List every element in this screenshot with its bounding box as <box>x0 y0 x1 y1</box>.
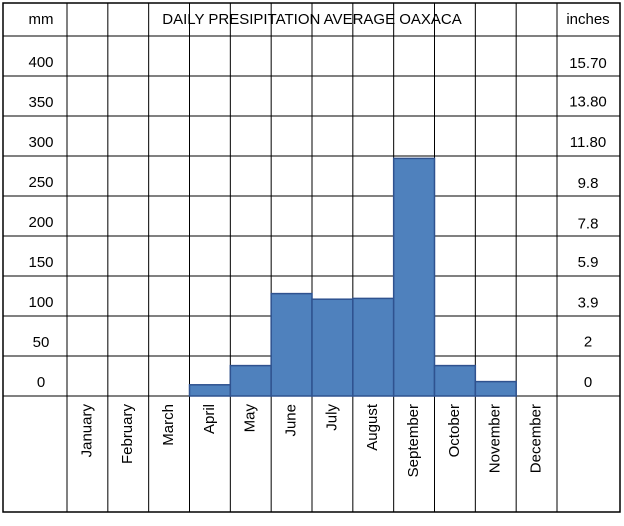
y2-tick-label: 0 <box>584 374 592 391</box>
y2-tick-label: 5.9 <box>578 254 599 271</box>
y-tick-label: 0 <box>37 374 45 391</box>
x-tick-label: March <box>160 404 177 446</box>
y2-tick-label: 7.8 <box>578 216 599 233</box>
y2-tick-label: 15.70 <box>569 55 607 72</box>
x-tick-label: January <box>78 404 95 458</box>
x-tick-label: October <box>446 404 463 457</box>
bar <box>392 157 436 397</box>
x-tick-label: February <box>119 404 136 465</box>
x-tick-label: June <box>283 404 300 437</box>
x-tick-label: December <box>528 404 545 473</box>
x-tick-label: April <box>201 404 218 434</box>
bar <box>352 297 395 397</box>
y2-tick-label: 11.80 <box>570 134 606 151</box>
y-tick-label: 250 <box>28 174 53 191</box>
y-tick-label: 150 <box>28 254 53 271</box>
bar <box>188 384 232 397</box>
y2-tick-label: 2 <box>584 333 592 350</box>
x-tick-label: September <box>405 404 422 477</box>
y-tick-label: 50 <box>33 334 50 351</box>
y2-tick-label: 3.9 <box>578 295 599 312</box>
y-tick-label: 200 <box>28 214 53 231</box>
bar <box>474 380 517 397</box>
bar <box>311 298 354 397</box>
x-tick-label: November <box>487 404 504 473</box>
bar <box>270 292 313 397</box>
x-tick-label: August <box>364 403 381 451</box>
y-tick-label: 350 <box>28 94 53 111</box>
y2-axis-label: inches <box>566 11 609 28</box>
y-axis-label: mm <box>29 11 54 28</box>
x-tick-label: July <box>323 404 340 431</box>
y2-tick-label: 13.80 <box>569 94 607 111</box>
y-tick-label: 400 <box>28 54 53 71</box>
x-tick-label: May <box>242 404 259 433</box>
y-tick-label: 100 <box>28 294 53 311</box>
y-tick-label: 300 <box>28 134 53 151</box>
bar <box>229 364 272 397</box>
bar <box>433 364 477 397</box>
y2-tick-label: 9.8 <box>578 175 599 192</box>
